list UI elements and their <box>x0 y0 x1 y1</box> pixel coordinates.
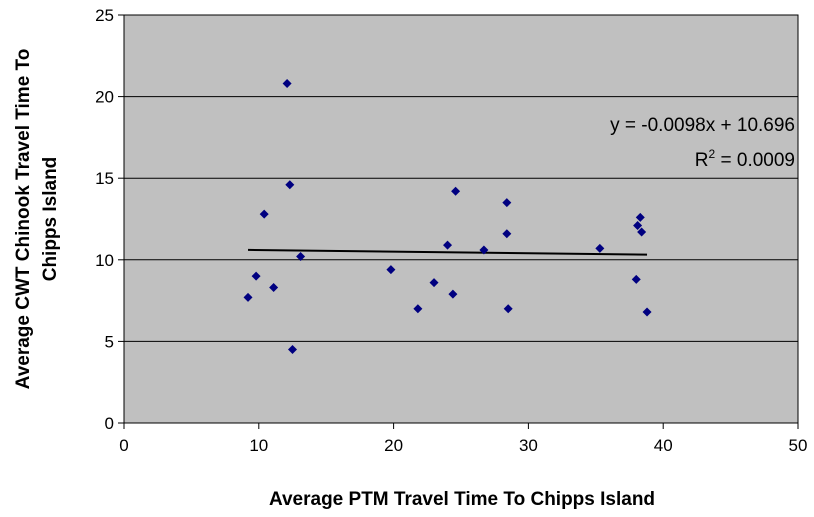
y-tick-label: 10 <box>95 251 114 270</box>
x-tick-labels: 0 10 20 30 40 50 <box>119 436 807 455</box>
r-squared-label: R2 = 0.0009 <box>695 147 795 171</box>
data-point <box>429 278 439 288</box>
data-point <box>595 243 605 253</box>
data-point <box>285 180 295 190</box>
x-tick-label: 30 <box>519 436 538 455</box>
data-point <box>386 265 396 275</box>
y-tick-label: 15 <box>95 169 114 188</box>
x-tick-label: 0 <box>119 436 128 455</box>
trendline-equation: y = -0.0098x + 10.696 <box>610 115 795 136</box>
data-point <box>631 274 641 284</box>
gridlines <box>124 96 798 342</box>
data-point <box>288 345 297 355</box>
data-point <box>282 79 292 89</box>
data-point <box>502 229 512 239</box>
x-axis-title: Average PTM Travel Time To Chipps Island <box>269 489 655 510</box>
data-point <box>269 283 279 293</box>
x-tick-label: 50 <box>789 436 808 455</box>
data-point <box>502 198 512 208</box>
data-point <box>642 307 652 317</box>
data-point <box>448 289 458 299</box>
data-point <box>635 212 645 222</box>
plot-area <box>123 14 799 424</box>
x-tick-label: 10 <box>249 436 268 455</box>
y-tick-label: 5 <box>105 332 114 351</box>
axes <box>118 14 799 429</box>
data-point <box>243 292 253 302</box>
data-point <box>479 245 489 255</box>
y-tick-label: 20 <box>95 88 114 107</box>
y-tick-label: 0 <box>105 414 114 433</box>
y-tick-labels: 0 5 10 15 20 25 <box>95 6 114 433</box>
data-point <box>443 240 453 250</box>
data-point <box>251 271 261 281</box>
data-point <box>413 304 423 314</box>
y-axis-title-line1: Average CWT Chinook Travel Time To <box>13 49 34 390</box>
y-tick-label: 25 <box>95 6 114 25</box>
data-point <box>451 186 461 196</box>
data-points <box>243 79 652 355</box>
data-point <box>259 209 269 219</box>
data-point <box>637 227 647 237</box>
trendline <box>248 248 648 256</box>
x-tick-label: 20 <box>384 436 403 455</box>
data-point <box>503 304 513 314</box>
data-point <box>633 221 643 231</box>
y-axis-title-line2: Chipps Island <box>40 157 61 282</box>
x-tick-label: 40 <box>654 436 673 455</box>
data-point <box>296 252 306 262</box>
